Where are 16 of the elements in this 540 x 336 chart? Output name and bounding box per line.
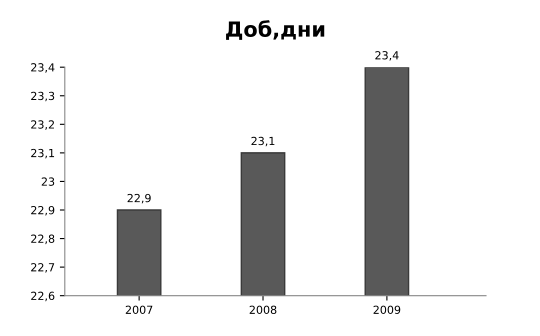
data-label: 23,1	[251, 136, 274, 146]
y-tick-label: 23,4	[31, 63, 54, 73]
y-tick-label: 22,7	[31, 263, 54, 273]
x-tick-label: 2008	[250, 306, 276, 314]
y-tick-label: 22,9	[31, 206, 54, 216]
x-tick-label: 2009	[374, 306, 400, 314]
y-tick-label: 23,1	[31, 148, 54, 158]
y-tick-label: 23,2	[31, 120, 54, 130]
y-tick-label: 22,8	[31, 234, 54, 244]
data-label: 23,4	[375, 51, 399, 61]
chart-title: Доб,дни	[226, 20, 324, 40]
data-label: 22,9	[128, 194, 151, 204]
y-tick-label: 23,3	[31, 92, 54, 102]
y-tick-label: 23	[42, 177, 54, 186]
x-tick-label: 2007	[126, 306, 152, 314]
y-tick-label: 22,6	[31, 292, 54, 302]
